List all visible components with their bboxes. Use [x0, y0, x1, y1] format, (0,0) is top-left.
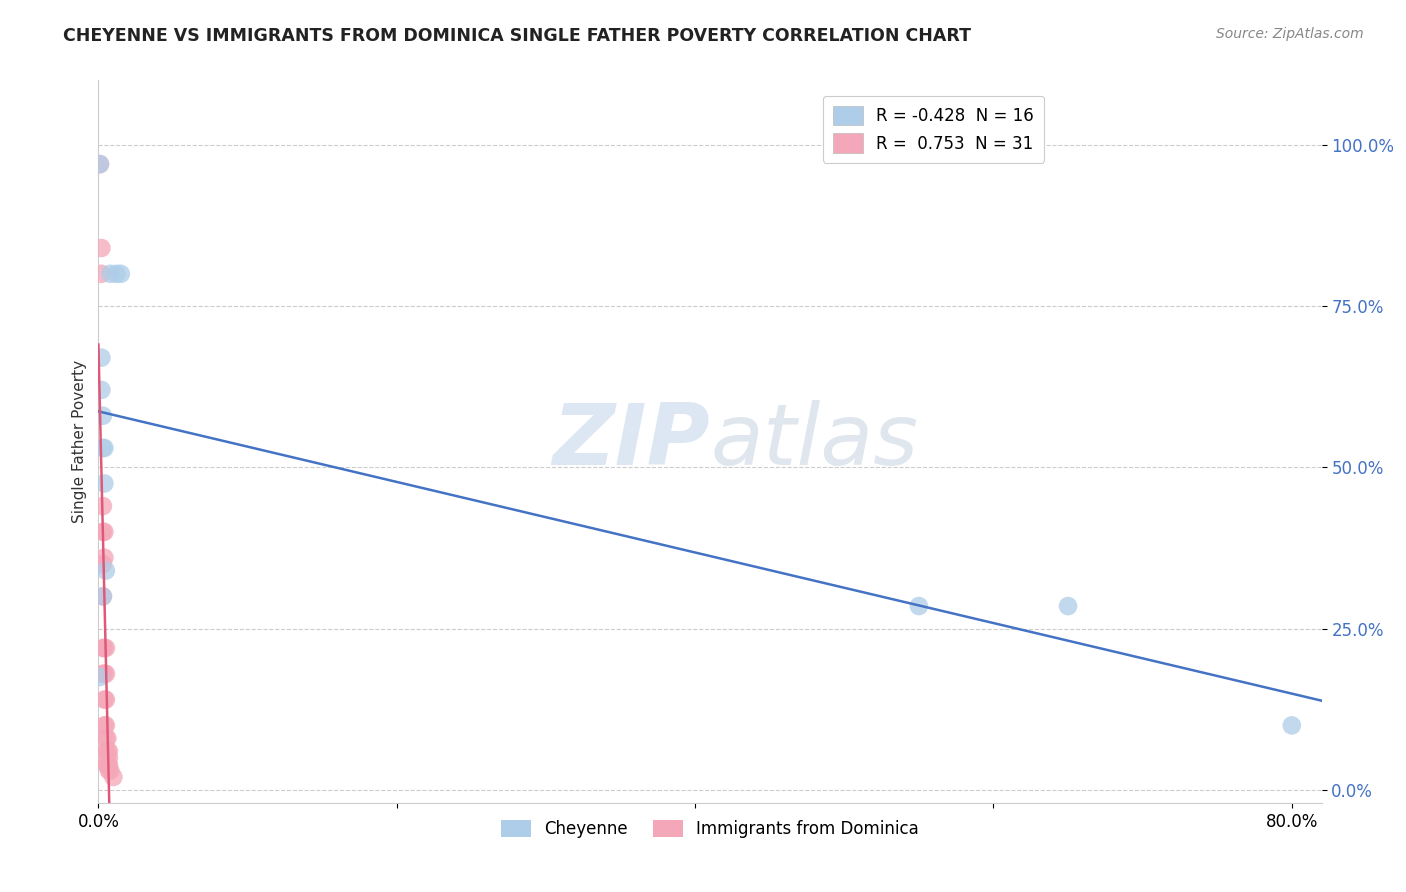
Point: [94, 640, 117, 655]
Point: [103, 770, 125, 784]
Point: [93, 441, 115, 455]
Point: [90, 383, 112, 397]
Text: Source: ZipAtlas.com: Source: ZipAtlas.com: [1216, 27, 1364, 41]
Point: [91, 590, 114, 604]
Point: [1281, 718, 1303, 732]
Point: [91, 524, 114, 539]
Point: [93, 524, 115, 539]
Point: [91, 590, 114, 604]
Point: [93, 476, 115, 491]
Point: [93, 550, 115, 565]
Point: [94, 718, 117, 732]
Point: [96, 731, 118, 746]
Point: [91, 557, 114, 571]
Point: [93, 718, 115, 732]
Point: [91, 640, 114, 655]
Point: [91, 666, 114, 681]
Point: [89, 157, 111, 171]
Point: [105, 267, 128, 281]
Point: [94, 692, 117, 706]
Y-axis label: Single Father Poverty: Single Father Poverty: [72, 360, 87, 523]
Point: [97, 757, 120, 772]
Point: [93, 666, 115, 681]
Point: [110, 267, 132, 281]
Point: [94, 757, 117, 772]
Point: [89, 157, 111, 171]
Point: [908, 599, 931, 613]
Point: [1057, 599, 1080, 613]
Point: [94, 731, 117, 746]
Point: [97, 764, 120, 778]
Point: [91, 409, 114, 423]
Point: [94, 564, 117, 578]
Point: [91, 441, 114, 455]
Point: [91, 499, 114, 513]
Point: [98, 764, 121, 778]
Point: [90, 241, 112, 255]
Point: [97, 750, 120, 764]
Point: [96, 744, 118, 758]
Point: [90, 351, 112, 365]
Point: [97, 744, 120, 758]
Point: [98, 267, 121, 281]
Legend: Cheyenne, Immigrants from Dominica: Cheyenne, Immigrants from Dominica: [495, 814, 925, 845]
Text: atlas: atlas: [710, 400, 918, 483]
Point: [96, 757, 118, 772]
Point: [93, 692, 115, 706]
Text: ZIP: ZIP: [553, 400, 710, 483]
Point: [94, 666, 117, 681]
Text: CHEYENNE VS IMMIGRANTS FROM DOMINICA SINGLE FATHER POVERTY CORRELATION CHART: CHEYENNE VS IMMIGRANTS FROM DOMINICA SIN…: [63, 27, 972, 45]
Point: [89, 670, 111, 684]
Point: [93, 640, 115, 655]
Point: [94, 744, 117, 758]
Point: [90, 267, 112, 281]
